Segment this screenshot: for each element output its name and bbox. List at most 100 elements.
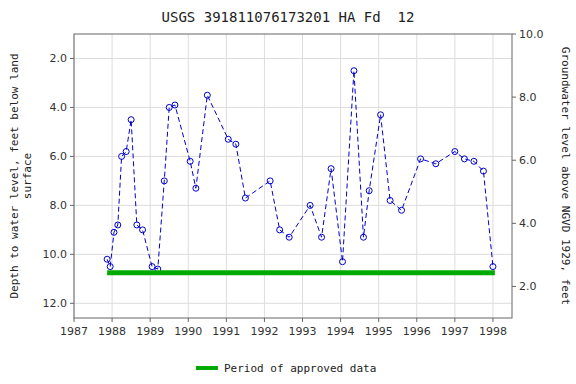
tick [70, 254, 74, 255]
marker [471, 158, 477, 164]
plot-area [104, 68, 496, 273]
grid-line [74, 254, 512, 255]
grid-line [302, 34, 303, 318]
tick [378, 318, 379, 322]
series [107, 272, 495, 273]
grid-line [378, 34, 379, 318]
tick-label: 6.0 [50, 150, 68, 163]
tick [492, 318, 493, 322]
marker [119, 153, 125, 159]
marker [307, 202, 313, 208]
tick [70, 58, 74, 59]
tick-label: 1988 [98, 325, 126, 338]
tick-label: 8.0 [519, 91, 537, 104]
tick-label: 1991 [212, 325, 240, 338]
tick-label: 12.0 [43, 297, 68, 310]
marker [187, 158, 193, 164]
tick-label: 1996 [403, 325, 431, 338]
grid-line [74, 303, 512, 304]
tick [512, 34, 516, 35]
tick-label: 1995 [365, 325, 393, 338]
grid [74, 34, 512, 318]
tick [112, 318, 113, 322]
axis-label: Depth to water level, feet below landsur… [8, 53, 34, 298]
marker [340, 259, 346, 265]
tick [70, 107, 74, 108]
chart: 1987198819891990199119921993199419951996… [0, 0, 576, 384]
axis-label: Groundwater level above NGVD 1929, feet [559, 47, 572, 305]
grid-line [150, 34, 151, 318]
tick-label: 4.0 [519, 217, 537, 230]
tick [512, 223, 516, 224]
marker [452, 149, 458, 155]
marker [360, 234, 366, 240]
marker [480, 168, 486, 174]
marker [433, 161, 439, 167]
tick [416, 318, 417, 322]
tick [340, 318, 341, 322]
marker [123, 149, 129, 155]
legend-swatch [196, 366, 218, 370]
line [107, 71, 493, 269]
marker [267, 178, 273, 184]
marker [128, 117, 134, 123]
tick [150, 318, 151, 322]
grid-line [74, 107, 512, 108]
marker [242, 195, 248, 201]
tick-label: 1989 [136, 325, 164, 338]
title: USGS 391811076173201 HA Fd 12 [162, 9, 415, 25]
marker [418, 156, 424, 162]
marker [193, 185, 199, 191]
marker [134, 222, 140, 228]
grid-line [74, 58, 512, 59]
marker [490, 264, 496, 270]
grid-line [226, 34, 227, 318]
line [107, 270, 495, 275]
tick [512, 97, 516, 98]
marker [387, 197, 393, 203]
marker [161, 178, 167, 184]
marker [399, 207, 405, 213]
tick [454, 318, 455, 322]
marker [225, 136, 231, 142]
tick-label: 1990 [174, 325, 202, 338]
marker [378, 112, 384, 118]
marker [286, 234, 292, 240]
marker [233, 141, 239, 147]
series [104, 68, 496, 272]
marker [104, 256, 110, 262]
tick-label: 1997 [441, 325, 469, 338]
tick [188, 318, 189, 322]
tick-label: 1987 [60, 325, 88, 338]
axes: 1987198819891990199119921993199419951996… [43, 28, 544, 338]
plot-frame [74, 34, 512, 318]
grid-line [454, 34, 455, 318]
marker [461, 156, 467, 162]
grid-line [264, 34, 265, 318]
tick [70, 205, 74, 206]
legend-label: Period of approved data [224, 362, 376, 375]
grid-line [492, 34, 493, 318]
marker [277, 227, 283, 233]
grid-line [416, 34, 417, 318]
tick-label: 10.0 [519, 28, 544, 41]
tick [302, 318, 303, 322]
legend: Period of approved data [196, 362, 376, 375]
tick-label: 2.0 [50, 52, 68, 65]
marker [107, 264, 113, 270]
grid-line [188, 34, 189, 318]
marker [115, 222, 121, 228]
tick [264, 318, 265, 322]
marker [328, 166, 334, 172]
marker [149, 264, 155, 270]
grid-line [74, 205, 512, 206]
tick-label: 1998 [479, 325, 507, 338]
tick [70, 156, 74, 157]
tick-label: 1993 [289, 325, 317, 338]
tick [226, 318, 227, 322]
marker [204, 92, 210, 98]
marker [140, 227, 146, 233]
tick-label: 10.0 [43, 248, 68, 261]
tick [512, 286, 516, 287]
grid-line [340, 34, 341, 318]
